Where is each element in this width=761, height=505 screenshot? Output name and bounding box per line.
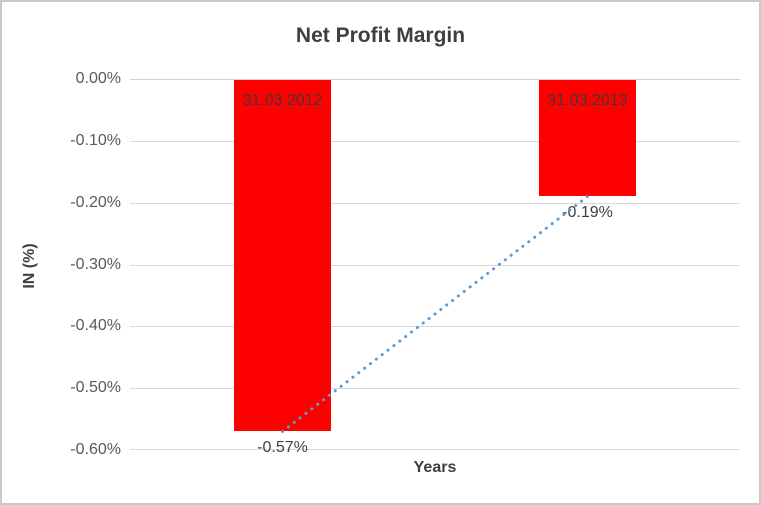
trendline[interactable] [130, 79, 740, 450]
y-tick-label: 0.00% [75, 70, 121, 87]
gridline [130, 388, 740, 390]
gridline [130, 326, 740, 328]
bar-value-label: -0.57% [257, 439, 308, 457]
plot-area: 31.03.2012 -0.57% 31.03.2013 -0.19% [130, 79, 740, 456]
y-tick-label: -0.50% [70, 379, 121, 397]
gridline [130, 140, 740, 142]
y-tick-label: -0.20% [70, 193, 121, 211]
y-tick-label: -0.60% [70, 441, 121, 458]
gridline [130, 264, 740, 266]
bar-31.03.2013[interactable] [539, 80, 636, 197]
x-axis-title: Years [413, 459, 457, 476]
y-tick-label: -0.30% [70, 255, 121, 273]
gridline [130, 202, 740, 204]
bar-category-label: 31.03.2013 [547, 92, 628, 109]
y-tick-label: -0.40% [70, 317, 121, 335]
y-tick-label: -0.10% [70, 131, 121, 149]
zero-axis-line [130, 79, 740, 80]
bar-value-label: -0.19% [562, 204, 613, 222]
y-axis-tick-labels: 0.00% -0.10% -0.20% -0.30% -0.40% -0.50% -0.60… [2, 70, 121, 458]
bar-31.03.2012[interactable] [234, 80, 331, 432]
chart-title: Net Profit Margin [295, 24, 466, 47]
gridline [130, 449, 740, 450]
bar-category-label: 31.03.2012 [242, 92, 323, 109]
